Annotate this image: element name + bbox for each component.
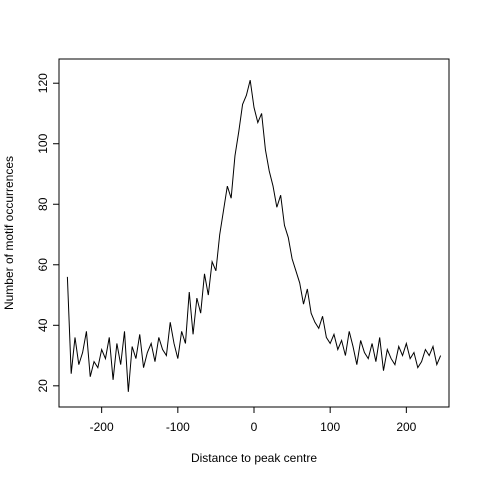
x-tick-label: -100 <box>166 420 190 434</box>
y-tick-label: 100 <box>36 133 50 153</box>
series-line <box>66 80 442 392</box>
x-tick-label: -200 <box>90 420 114 434</box>
y-axis-label: Number of motif occurrences <box>2 156 16 310</box>
x-axis-label: Distance to peak centre <box>191 451 317 465</box>
y-tick-label: 20 <box>36 379 50 393</box>
x-tick-label: 0 <box>251 420 258 434</box>
y-tick-label: 60 <box>36 258 50 272</box>
y-tick-label: 120 <box>36 73 50 93</box>
x-tick-label: 100 <box>320 420 340 434</box>
x-tick-label: 200 <box>396 420 416 434</box>
y-axis: 20 40 60 80 100 120 <box>36 73 59 393</box>
x-axis: -200 -100 0 100 200 <box>90 407 417 434</box>
y-tick-label: 40 <box>36 318 50 332</box>
y-tick-label: 80 <box>36 197 50 211</box>
plot-frame <box>58 58 450 408</box>
